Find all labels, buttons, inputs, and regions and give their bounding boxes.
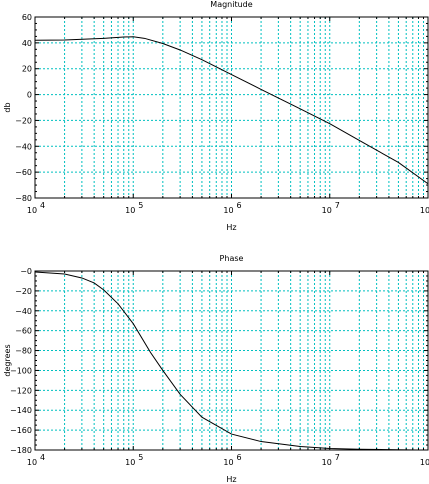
y-tick-label: −160: [10, 426, 32, 435]
x-tick-exponent: 5: [138, 453, 143, 462]
magnitude-chart: 6040200−20−40−60−80104105106107108Magnit…: [3, 0, 429, 232]
y-tick-label: −100: [10, 366, 32, 375]
x-tick-exponent: 7: [335, 453, 340, 462]
y-tick-label: −20: [15, 116, 32, 125]
x-tick-exponent: 6: [237, 453, 242, 462]
x-tick-label: 10: [27, 206, 37, 215]
x-axis-label: Hz: [226, 475, 236, 484]
x-tick-exponent: 5: [138, 201, 143, 210]
y-tick-label: −60: [15, 168, 32, 177]
y-axis-label: degrees: [3, 344, 12, 376]
x-tick-exponent: 4: [40, 453, 45, 462]
chart-title: Magnitude: [210, 0, 252, 9]
y-tick-label: 60: [22, 13, 32, 22]
y-tick-label: −80: [15, 194, 32, 203]
plot-frame: [34, 16, 429, 199]
y-tick-label: −40: [15, 307, 32, 316]
phase-series-line: [34, 271, 419, 451]
x-tick-label: 10: [125, 206, 135, 215]
x-tick-exponent: 7: [335, 201, 340, 210]
y-tick-label: −120: [10, 386, 32, 395]
y-tick-label: −0: [20, 267, 32, 276]
x-tick-label: 10: [223, 206, 233, 215]
x-tick-exponent: 6: [237, 201, 242, 210]
y-tick-label: −80: [15, 347, 32, 356]
chart-title: Phase: [220, 254, 244, 263]
phase-chart: −0−20−40−60−80−100−120−140−160−180104105…: [3, 254, 429, 484]
y-tick-label: −40: [15, 142, 32, 151]
x-tick-label: 10: [420, 206, 429, 215]
y-tick-label: −60: [15, 327, 32, 336]
x-tick-exponent: 4: [40, 201, 45, 210]
x-tick-label: 10: [420, 458, 429, 467]
x-tick-label: 10: [223, 458, 233, 467]
x-tick-label: 10: [125, 458, 135, 467]
y-tick-label: −180: [10, 446, 32, 455]
y-tick-label: 0: [27, 91, 32, 100]
x-tick-label: 10: [322, 206, 332, 215]
y-axis-label: db: [3, 102, 12, 112]
y-tick-label: 20: [22, 65, 32, 74]
magnitude-series-line: [34, 36, 429, 185]
x-tick-label: 10: [322, 458, 332, 467]
y-tick-label: −140: [10, 406, 32, 415]
plot-frame: [34, 270, 429, 451]
y-tick-label: 40: [22, 39, 32, 48]
y-tick-label: −20: [15, 287, 32, 296]
x-tick-label: 10: [27, 458, 37, 467]
x-axis-label: Hz: [226, 223, 236, 232]
